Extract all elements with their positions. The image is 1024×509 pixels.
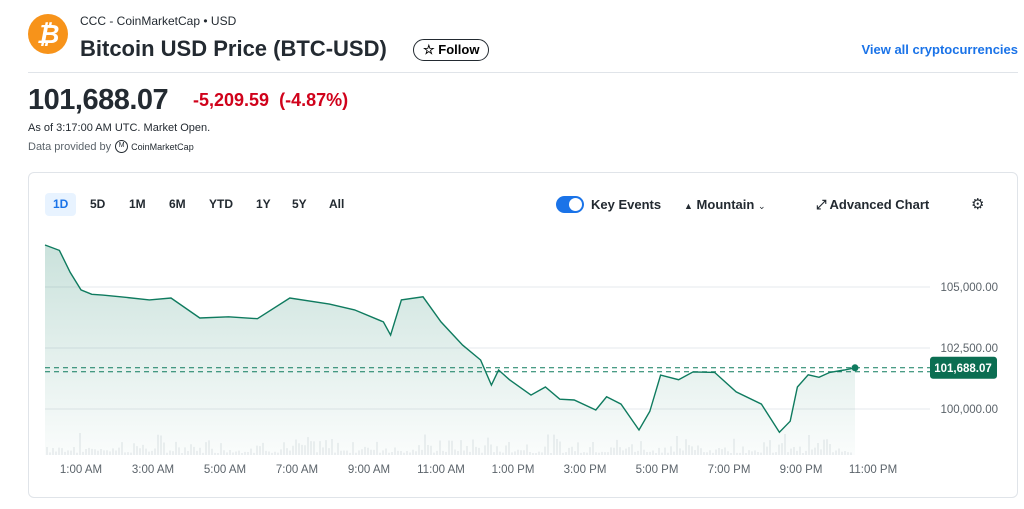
current-point (851, 364, 859, 372)
range-tab-1d[interactable]: 1D (45, 193, 77, 216)
range-tab-1y[interactable]: 1Y (256, 197, 271, 211)
change-value: -5,209.59 (193, 90, 270, 110)
advanced-chart-label: Advanced Chart (829, 197, 930, 212)
follow-button[interactable]: ☆ Follow (413, 39, 490, 61)
x-tick-label: 3:00 PM (564, 464, 607, 476)
range-tab-5y[interactable]: 5Y (292, 197, 307, 211)
range-tab-6m[interactable]: 6M (169, 197, 186, 211)
x-tick-label: 3:00 AM (132, 464, 174, 476)
price-change: -5,209.59 (-4.87%) (193, 90, 348, 111)
y-tick-label: 100,000.00 (940, 404, 998, 416)
chart-card (28, 172, 1018, 498)
price-area-fill (45, 245, 855, 455)
x-tick-label: 7:00 AM (276, 464, 318, 476)
bitcoin-logo-icon: ₿ (28, 14, 68, 54)
x-tick-label: 1:00 PM (492, 464, 535, 476)
chart-type-dropdown[interactable]: ▲ Mountain ⌄ (684, 197, 765, 212)
expand-icon: ⤢ (816, 197, 827, 212)
mountain-icon: ▲ (684, 201, 693, 211)
range-tab-ytd[interactable]: YTD (209, 197, 233, 211)
coinmarketcap-icon: M (115, 140, 129, 153)
star-icon: ☆ (423, 42, 435, 57)
advanced-chart-button[interactable]: ⤢ Advanced Chart (816, 197, 929, 213)
key-events-toggle[interactable] (556, 196, 584, 213)
as-of-timestamp: As of 3:17:00 AM UTC. Market Open. (28, 122, 211, 134)
x-tick-label: 5:00 PM (636, 464, 679, 476)
view-all-cryptocurrencies-link[interactable]: View all cryptocurrencies (861, 42, 1018, 57)
current-price: 101,688.07 (28, 84, 169, 116)
key-events-label: Key Events (591, 197, 662, 212)
current-price-badge (930, 356, 997, 379)
x-tick-label: 5:00 AM (204, 464, 246, 476)
y-tick-label: 102,500.00 (940, 343, 998, 355)
range-tab-1m[interactable]: 1M (129, 197, 146, 211)
x-tick-label: 11:00 PM (849, 464, 897, 476)
x-tick-label: 9:00 PM (780, 464, 823, 476)
price-line (44, 244, 856, 434)
exchange-label: CCC - CoinMarketCap • USD (80, 14, 237, 28)
x-tick-label: 9:00 AM (348, 464, 390, 476)
x-tick-label: 1:00 AM (60, 464, 102, 476)
current-price-badge-label: 101,688.07 (934, 363, 992, 375)
provider-name: CoinMarketCap (131, 141, 194, 152)
range-tab-5d[interactable]: 5D (90, 197, 106, 211)
y-tick-label: 105,000.00 (940, 282, 998, 294)
coinmarketcap-logo: M CoinMarketCap (115, 140, 194, 153)
range-tab-all[interactable]: All (329, 197, 345, 211)
x-tick-label: 7:00 PM (708, 464, 751, 476)
x-tick-label: 11:00 AM (417, 464, 465, 476)
data-provider: Data provided by M CoinMarketCap (28, 140, 194, 153)
settings-gear-icon[interactable]: ⚙ (971, 196, 985, 213)
follow-label: Follow (438, 42, 480, 57)
provided-by-label: Data provided by (28, 140, 112, 153)
page-title: Bitcoin USD Price (BTC-USD) (80, 36, 387, 61)
chevron-down-icon: ⌄ (757, 201, 766, 211)
chart-type-label: Mountain (696, 197, 755, 212)
divider (28, 72, 1018, 73)
change-percent: (-4.87%) (279, 90, 349, 110)
